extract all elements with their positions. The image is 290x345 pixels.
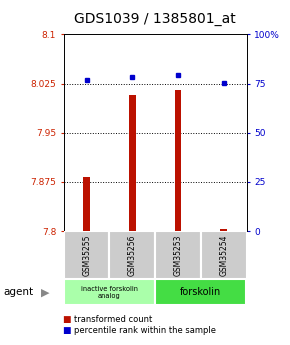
Text: agent: agent <box>3 287 33 297</box>
Bar <box>175 90 182 231</box>
Text: inactive forskolin
analog: inactive forskolin analog <box>81 286 138 299</box>
Text: GSM35254: GSM35254 <box>219 235 228 276</box>
Text: GSM35253: GSM35253 <box>173 235 182 276</box>
Text: ■: ■ <box>62 326 71 335</box>
Text: percentile rank within the sample: percentile rank within the sample <box>74 326 216 335</box>
Bar <box>129 95 136 231</box>
Bar <box>155 279 246 305</box>
Bar <box>220 229 227 231</box>
Text: ■: ■ <box>62 315 71 324</box>
Bar <box>110 231 155 279</box>
Text: ▶: ▶ <box>41 287 49 297</box>
Text: forskolin: forskolin <box>180 287 222 297</box>
Text: GSM35255: GSM35255 <box>82 235 91 276</box>
Bar <box>83 177 90 231</box>
Bar <box>201 231 246 279</box>
Text: transformed count: transformed count <box>74 315 152 324</box>
Bar <box>155 231 201 279</box>
Bar <box>64 279 155 305</box>
Text: GDS1039 / 1385801_at: GDS1039 / 1385801_at <box>74 12 236 26</box>
Text: GSM35256: GSM35256 <box>128 235 137 276</box>
Bar <box>64 231 110 279</box>
